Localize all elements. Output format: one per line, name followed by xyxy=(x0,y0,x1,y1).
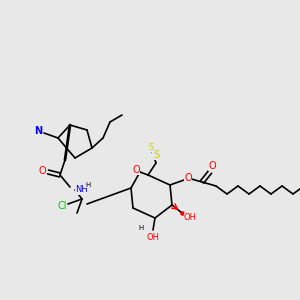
Text: NH: NH xyxy=(75,185,88,194)
Text: S: S xyxy=(153,150,159,160)
Text: O: O xyxy=(184,173,192,183)
Text: O: O xyxy=(208,161,216,171)
Text: H: H xyxy=(138,225,144,231)
Text: S: S xyxy=(148,142,154,152)
Text: Cl: Cl xyxy=(57,201,67,211)
Text: OH: OH xyxy=(146,233,160,242)
Text: O: O xyxy=(132,165,140,175)
Text: N: N xyxy=(34,126,42,136)
Text: H: H xyxy=(85,182,91,188)
Text: OH: OH xyxy=(184,214,197,223)
Text: O: O xyxy=(38,166,46,176)
